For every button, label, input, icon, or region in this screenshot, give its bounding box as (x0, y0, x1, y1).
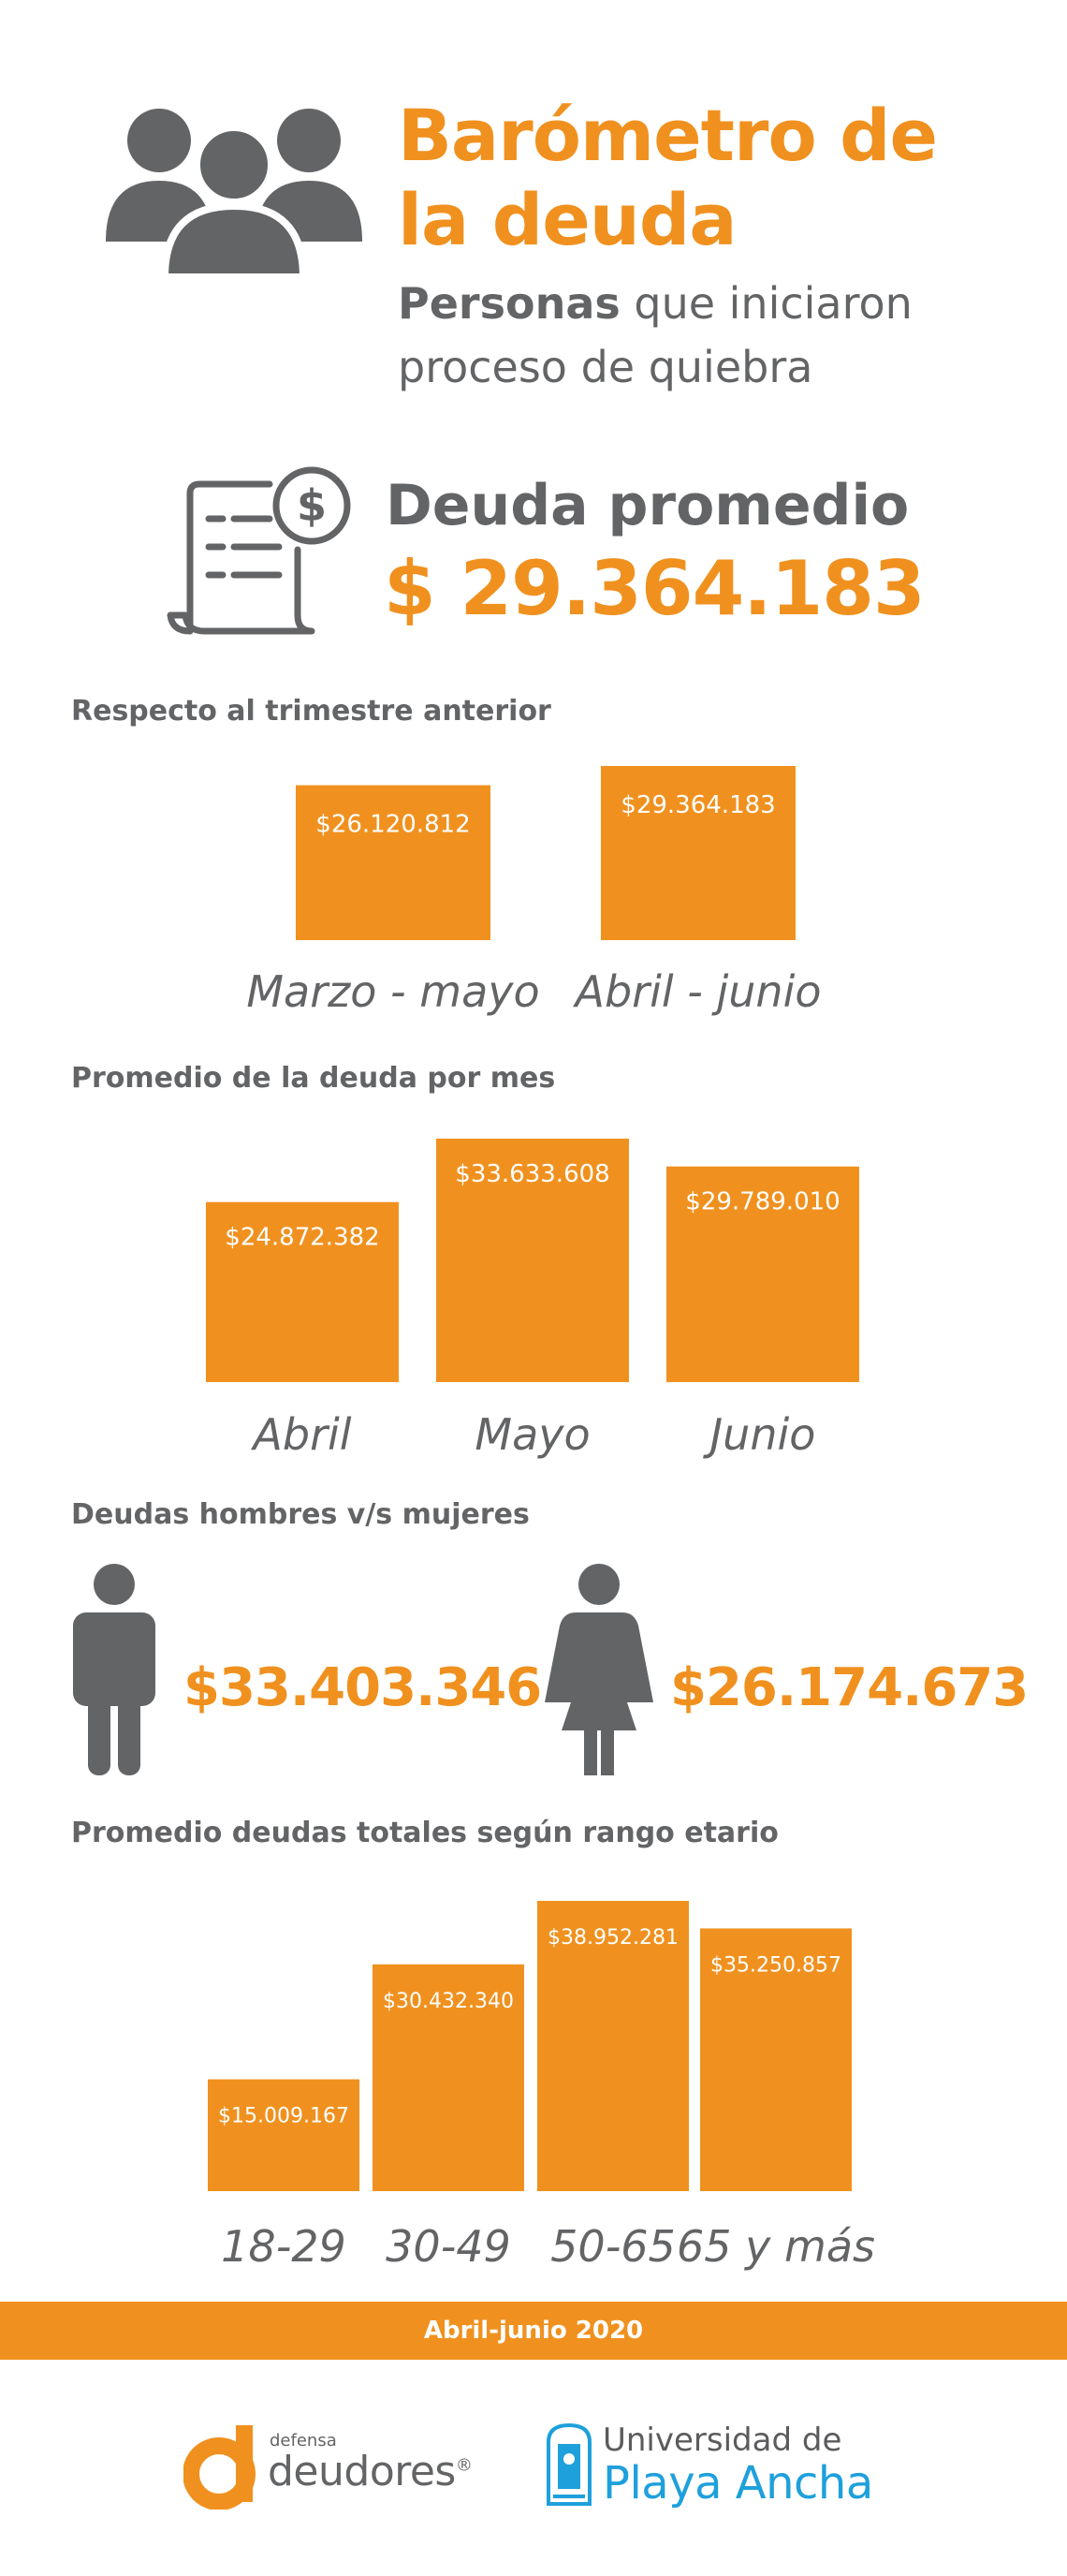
women-debt-value: $26.174.673 (670, 1657, 1029, 1718)
bar (373, 1964, 524, 2191)
logo-university-line2: Playa Ancha (603, 2457, 873, 2510)
people-group-icon (101, 101, 368, 281)
bar-value-label: $33.633.608 (455, 1160, 609, 1188)
bar (436, 1139, 629, 1382)
gender-section-title: Deudas hombres v/s mujeres (71, 1498, 530, 1531)
woman-icon (543, 1562, 655, 1777)
page-subtitle-line2: proceso de quiebra (398, 342, 813, 392)
svg-text:$: $ (297, 480, 327, 531)
bar (601, 766, 796, 940)
bar-value-label: $15.009.167 (218, 2105, 349, 2128)
bar-value-label: $30.432.340 (383, 1990, 514, 2013)
bar (666, 1166, 859, 1382)
university-crest-icon (547, 2422, 592, 2506)
chart-age-range: $15.009.167 18-29 $30.432.340 30-49 $38.952.… (208, 1901, 875, 2272)
subtitle-bold: Personas (398, 278, 621, 329)
bar-value-label: $29.364.183 (621, 791, 775, 819)
average-debt-label: Deuda promedio (386, 473, 910, 538)
chart3-title: Promedio deudas totales según rango etar… (71, 1817, 779, 1849)
page-title-line2: la deuda (398, 178, 738, 261)
category-label: Abril - junio (573, 966, 822, 1017)
category-label: Mayo (475, 1409, 590, 1460)
chart1-title: Respecto al trimestre anterior (71, 695, 551, 728)
average-debt-value: $ 29.364.183 (384, 545, 926, 632)
period-label: Abril-junio 2020 (423, 2317, 644, 2345)
category-label: Abril (250, 1409, 351, 1460)
page-title-line1: Barómetro de (398, 94, 938, 177)
invoice-dollar-icon: $ (167, 461, 354, 639)
category-label: 50-65 (550, 2221, 676, 2272)
bar-value-label: $29.789.010 (685, 1188, 840, 1216)
chart-quarter-comparison: $26.120.812 Marzo - mayo $29.364.183 Abril … (246, 766, 822, 1017)
defensa-deudores-logo: defensa deudores® (183, 2425, 502, 2510)
bar-value-label: $24.872.382 (225, 1224, 379, 1252)
bar-value-label: $26.120.812 (315, 811, 470, 839)
category-label: 65 y más (677, 2221, 875, 2272)
logo-defensa-text: defensa (270, 2431, 337, 2451)
bar (208, 2079, 359, 2191)
logo-university-line1: Universidad de (603, 2421, 842, 2459)
subtitle-rest: que iniciaron (620, 278, 913, 329)
period-band: Abril-junio 2020 (0, 2302, 1067, 2360)
chart-monthly-average: $24.872.382 Abril $33.633.608 Mayo $29.789.0… (206, 1139, 859, 1460)
logo-deudores-text: deudores® (268, 2448, 473, 2495)
bar-value-label: $35.250.857 (710, 1953, 841, 1977)
bar-value-label: $38.952.281 (548, 1926, 679, 1950)
category-label: 30-49 (386, 2221, 511, 2272)
bar (700, 1928, 852, 2191)
category-label: 18-29 (221, 2221, 346, 2272)
category-label: Junio (703, 1409, 816, 1460)
man-icon (67, 1562, 161, 1777)
men-debt-value: $33.403.346 (183, 1657, 542, 1718)
bar (537, 1901, 689, 2191)
universidad-playa-ancha-logo: Universidad de Playa Ancha (545, 2418, 900, 2511)
bar (206, 1201, 399, 1382)
defensa-deudores-mark-icon (183, 2425, 256, 2510)
page-subtitle-line1: Personas que iniciaron (398, 273, 913, 333)
chart2-title: Promedio de la deuda por mes (71, 1062, 556, 1095)
category-label: Marzo - mayo (246, 966, 539, 1017)
bar (296, 785, 490, 940)
